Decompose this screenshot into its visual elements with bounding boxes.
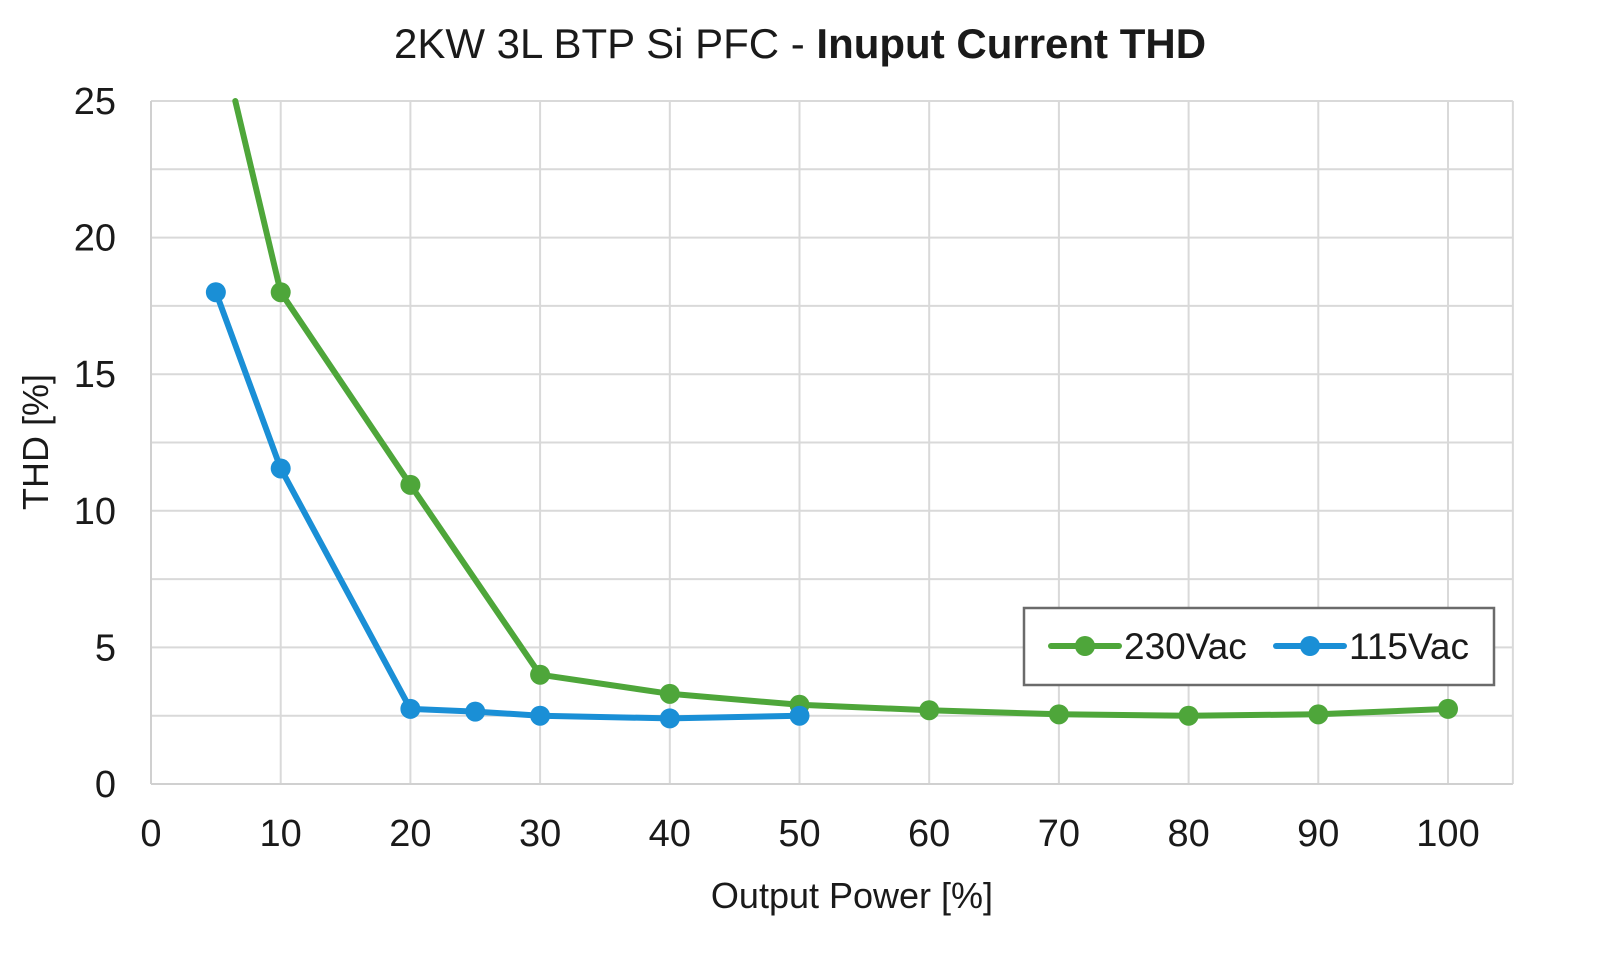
series-230Vac (232, 98, 1458, 726)
x-tick-label: 20 (389, 813, 431, 855)
data-point (789, 705, 810, 726)
series-layer (205, 98, 1458, 729)
y-tick-label: 10 (74, 491, 116, 533)
data-point (270, 282, 291, 303)
y-tick-label: 15 (74, 354, 116, 396)
chart-title: 2KW 3L BTP Si PFC - Inuput Current THD (394, 20, 1206, 67)
data-point (1048, 704, 1069, 725)
y-tick-label: 20 (74, 218, 116, 260)
y-tick-label: 0 (95, 764, 116, 806)
y-tick-labels: 0 5 10 15 20 25 (74, 81, 116, 806)
x-axis-title: Output Power [%] (711, 875, 993, 916)
series-115Vac (205, 282, 810, 729)
y-tick-label: 5 (95, 627, 116, 669)
x-tick-label: 0 (140, 813, 161, 855)
data-point (1178, 705, 1199, 726)
legend-item: 115Vac (1273, 626, 1469, 667)
x-tick-label: 50 (778, 813, 820, 855)
y-tick-label: 25 (74, 81, 116, 123)
legend: 230Vac 115Vac (1022, 606, 1496, 687)
data-point (530, 705, 551, 726)
x-tick-label: 90 (1297, 813, 1339, 855)
x-tick-label: 30 (519, 813, 561, 855)
data-point (919, 700, 940, 721)
data-point (270, 458, 291, 479)
data-point (659, 683, 680, 704)
y-axis-title: THD [%] (15, 374, 56, 510)
legend-marker (1075, 636, 1095, 656)
legend-marker (1300, 636, 1320, 656)
series-line (212, 289, 803, 722)
axes (150, 101, 1513, 785)
legend-label: 115Vac (1349, 626, 1469, 667)
chart-title-bold: Inuput Current THD (816, 20, 1206, 67)
legend-item: 230Vac (1048, 626, 1247, 667)
data-point (400, 698, 421, 719)
x-tick-label: 10 (260, 813, 302, 855)
x-tick-label: 80 (1167, 813, 1209, 855)
x-tick-label: 100 (1416, 813, 1479, 855)
x-tick-labels: 0 10 20 30 40 50 60 70 80 90 100 (140, 813, 1479, 855)
data-point (1438, 698, 1458, 719)
chart-title-main: 2KW 3L BTP Si PFC - (394, 20, 816, 67)
data-point (465, 701, 486, 722)
data-point (205, 282, 226, 303)
x-tick-label: 70 (1038, 813, 1080, 855)
legend-label: 230Vac (1124, 626, 1247, 667)
data-point (659, 708, 680, 729)
data-point (530, 664, 551, 685)
x-tick-label: 60 (908, 813, 950, 855)
data-point (1308, 704, 1329, 725)
data-point (400, 474, 421, 495)
x-tick-label: 40 (649, 813, 691, 855)
